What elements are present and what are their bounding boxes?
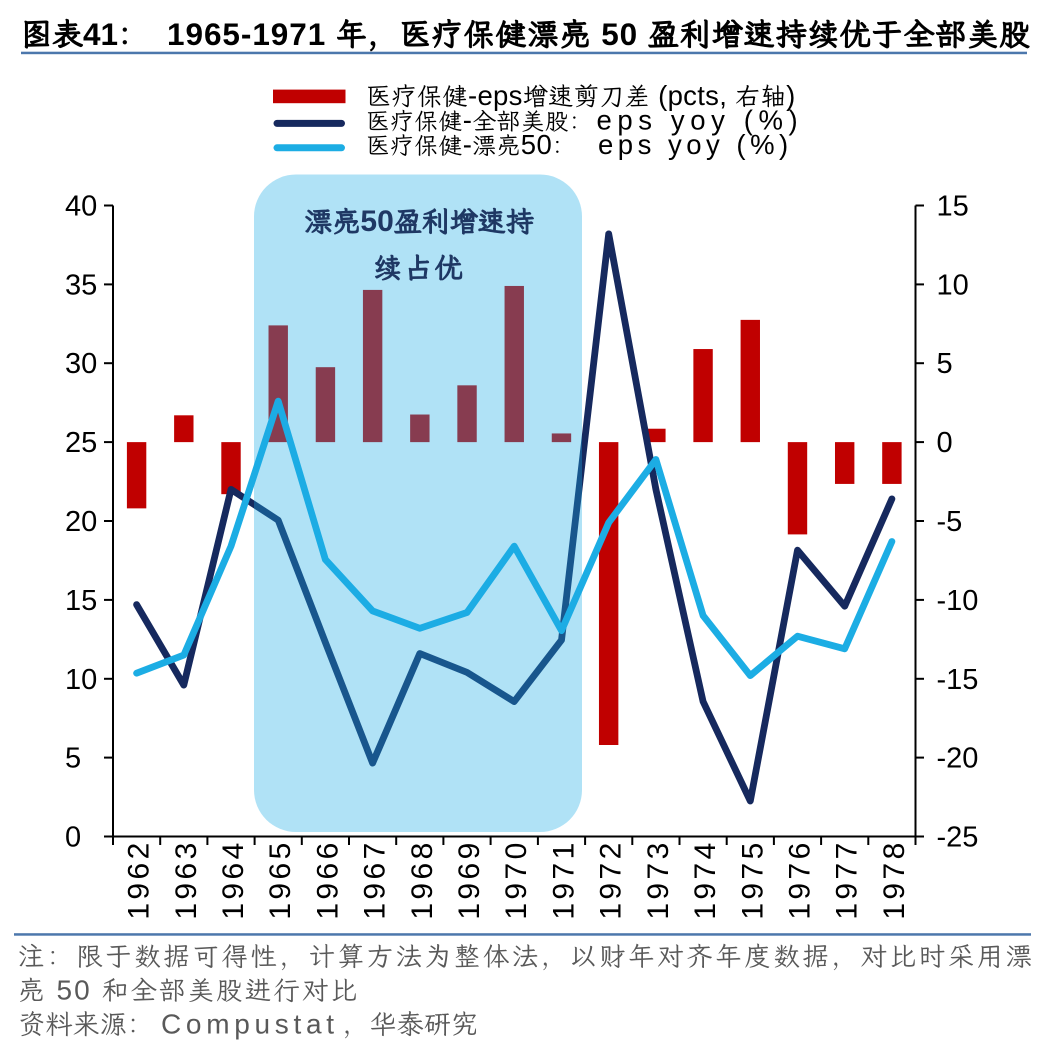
svg-text:1971: 1971 [548,839,581,919]
svg-text:Compustat: Compustat [161,1008,339,1039]
svg-text:0: 0 [937,427,953,459]
svg-text:-25: -25 [937,822,979,854]
svg-text:1965-1971: 1965-1971 [167,16,326,52]
svg-text:1977: 1977 [831,839,864,919]
svg-text:-: - [463,104,473,135]
svg-text:10: 10 [937,269,969,301]
svg-text:1965: 1965 [264,839,297,919]
svg-text:1962: 1962 [123,839,156,919]
svg-text:5: 5 [937,348,953,380]
svg-text:1966: 1966 [311,839,344,919]
svg-text:30: 30 [65,348,97,380]
svg-text:1963: 1963 [170,839,203,919]
svg-text:35: 35 [65,269,97,301]
svg-text:25: 25 [65,427,97,459]
svg-text:20: 20 [65,506,97,538]
svg-text:15: 15 [937,191,969,223]
svg-text:10: 10 [65,664,97,696]
svg-text:-: - [463,129,473,160]
svg-text:eps: eps [597,104,658,135]
svg-text:-10: -10 [937,585,979,617]
svg-text:1975: 1975 [736,839,769,919]
svg-text:40: 40 [65,191,97,223]
svg-text:1968: 1968 [406,839,439,919]
svg-text:1976: 1976 [784,839,817,919]
svg-text:1972: 1972 [595,839,628,919]
svg-text:1973: 1973 [642,839,675,919]
svg-text:41: 41 [83,16,118,52]
svg-text:1974: 1974 [689,839,722,919]
svg-text:1970: 1970 [500,839,533,919]
svg-text:50: 50 [56,974,91,1005]
svg-text:5: 5 [65,743,81,775]
svg-text:(%): (%) [744,104,804,135]
svg-text:-eps: -eps [468,80,523,111]
svg-text:-20: -20 [937,743,979,775]
svg-text:50: 50 [521,129,552,160]
svg-text:-15: -15 [937,664,979,696]
svg-text:1964: 1964 [217,839,250,919]
svg-text:50: 50 [360,205,393,238]
svg-text:1978: 1978 [878,839,911,919]
svg-text:): ) [786,80,795,111]
svg-text:15: 15 [65,585,97,617]
svg-text:yoy: yoy [668,129,724,160]
svg-text:0: 0 [65,822,81,854]
svg-text:yoy: yoy [671,104,731,135]
svg-text:-5: -5 [937,506,963,538]
svg-text:1969: 1969 [453,839,486,919]
svg-text:(pcts,: (pcts, [658,80,727,111]
svg-text:(%): (%) [736,129,792,160]
svg-text:1967: 1967 [359,839,392,919]
svg-text:eps: eps [598,129,656,160]
svg-text:50: 50 [601,16,638,52]
